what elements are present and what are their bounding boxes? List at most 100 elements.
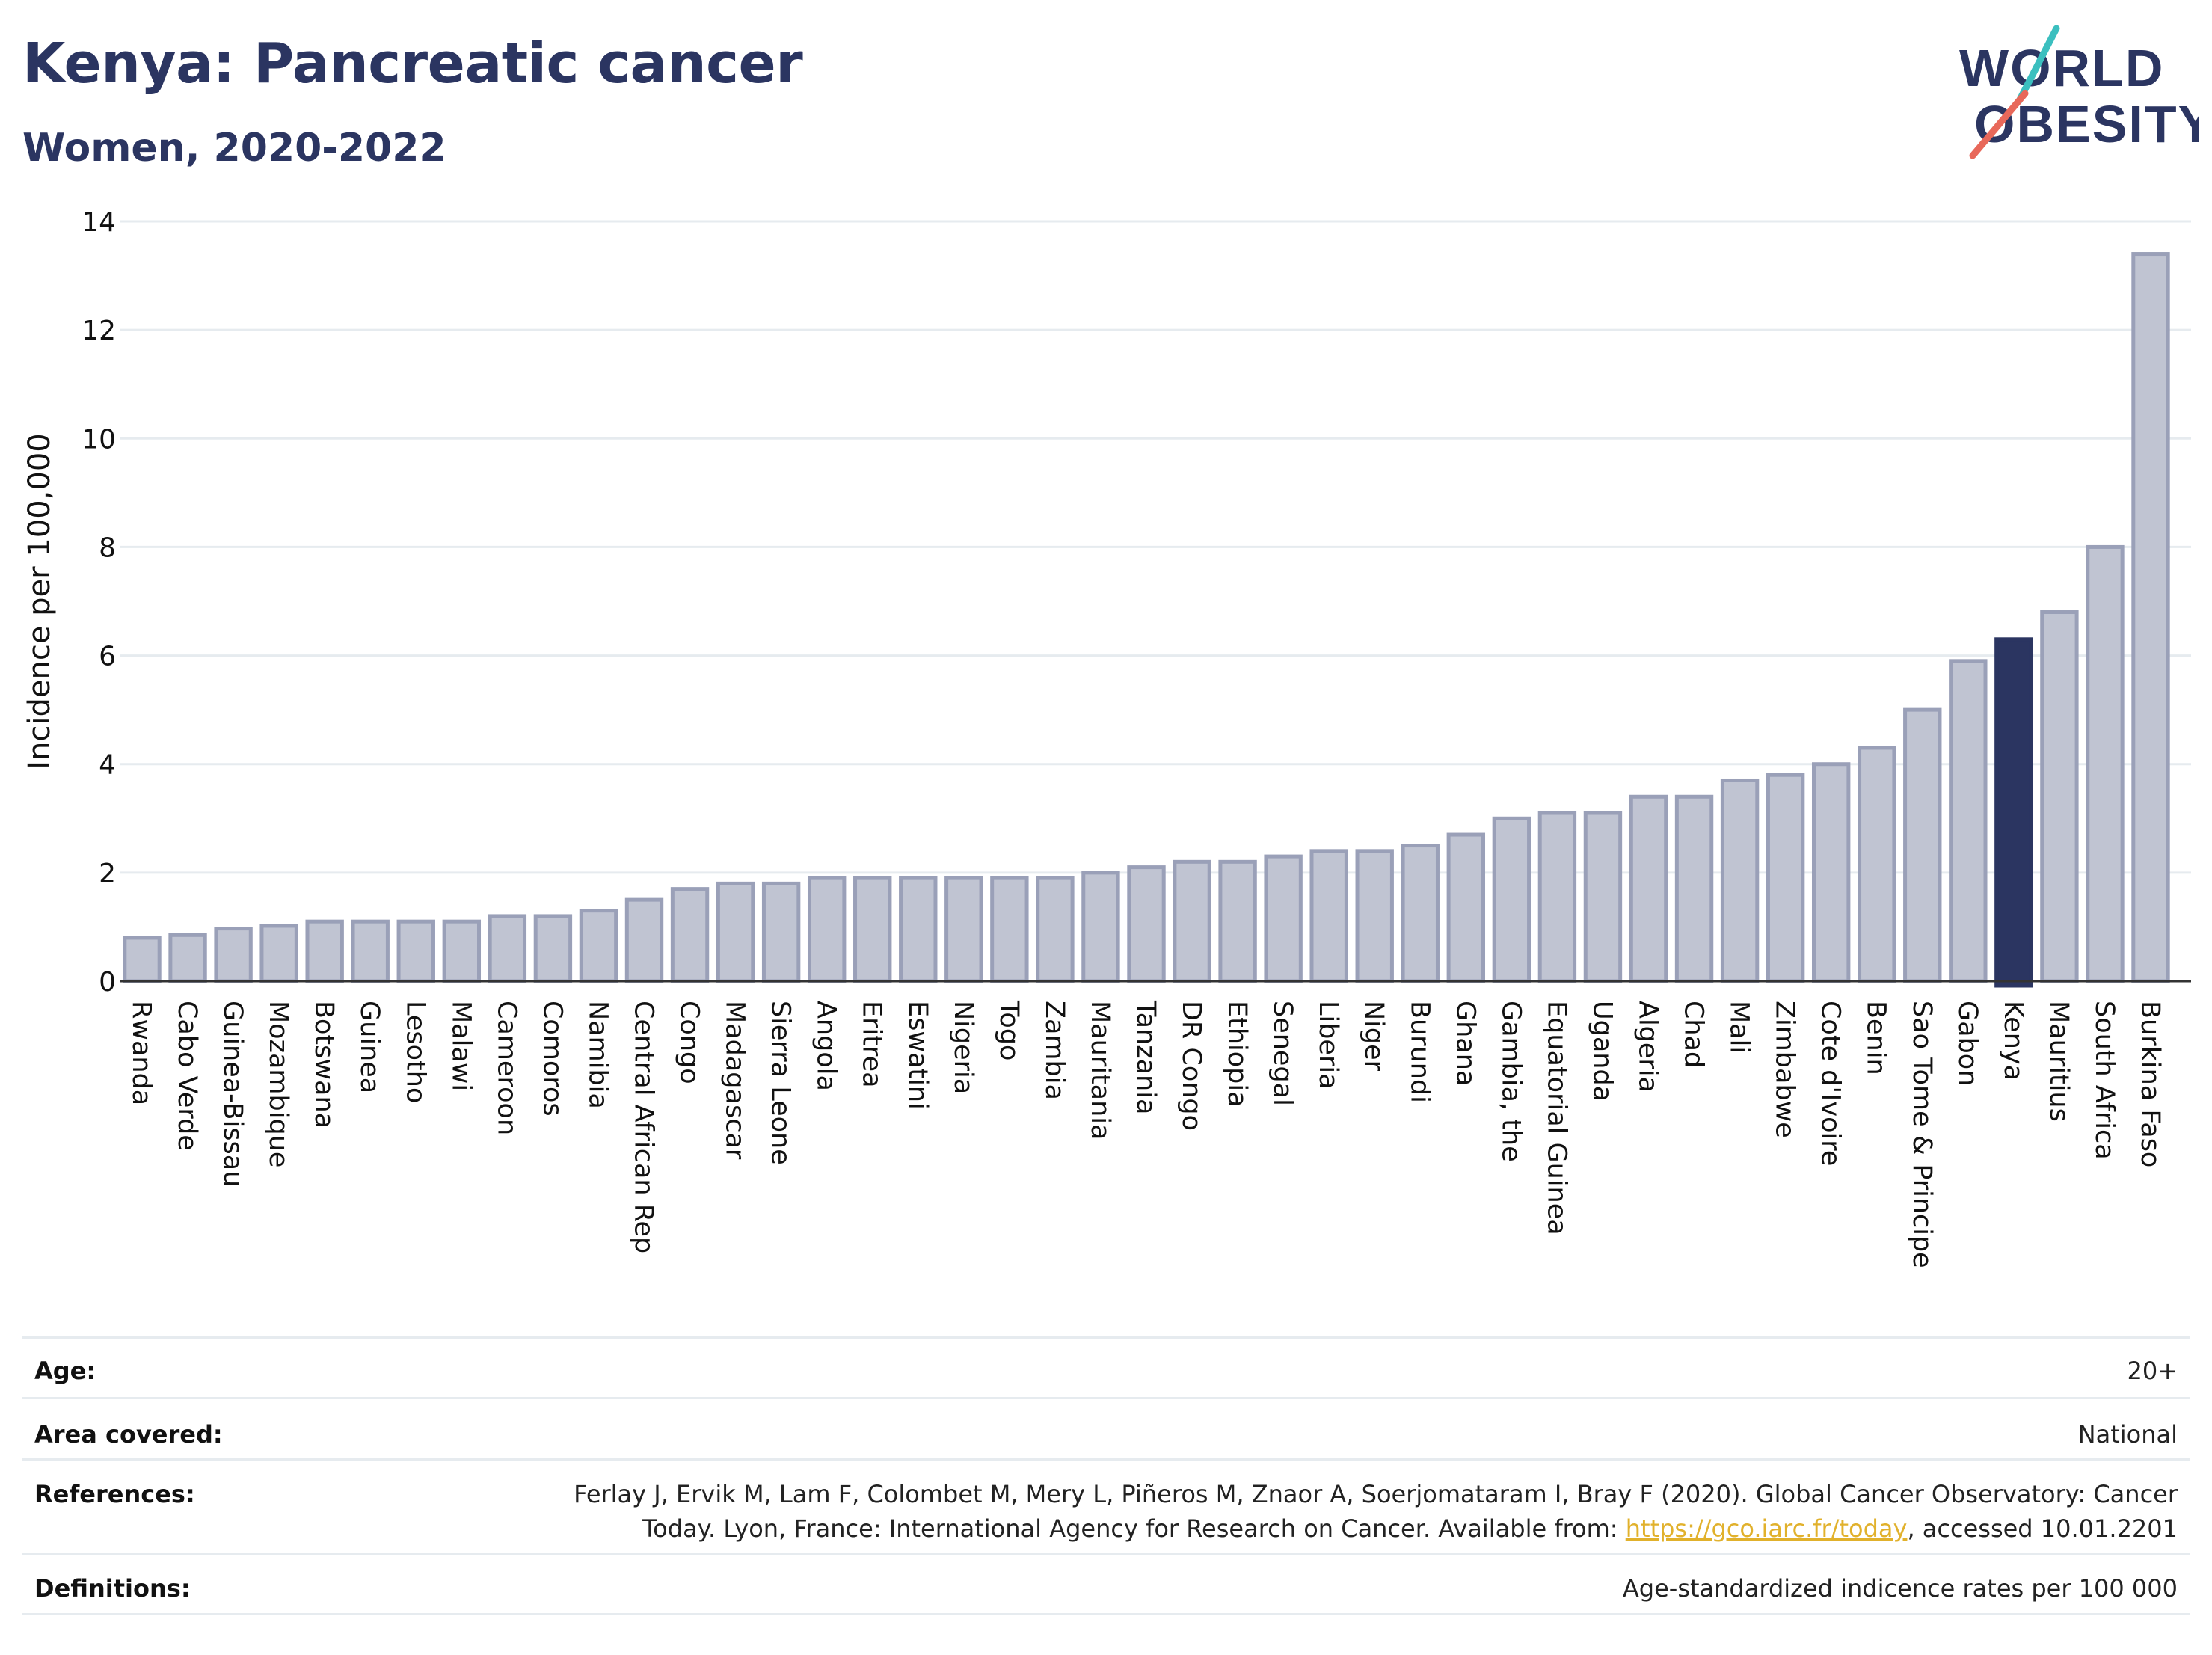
x-tick-label: Zambia <box>1039 1001 1069 1100</box>
definitions-value: Age-standardized indicence rates per 100… <box>1622 1574 2178 1603</box>
x-tick-label: DR Congo <box>1176 1001 1206 1131</box>
x-tick-label: Nigeria <box>948 1001 978 1094</box>
y-tick-label: 2 <box>99 859 116 889</box>
references-line-2-post: , accessed 10.01.2201 <box>1907 1514 2178 1543</box>
references-line-1: Ferlay J, Ervik M, Lam F, Colombet M, Me… <box>574 1480 2178 1508</box>
bar-ghana <box>1446 832 1486 983</box>
bar-tanzania <box>1127 865 1166 983</box>
x-tick-label: Lesotho <box>400 1001 430 1103</box>
bar-senegal <box>1264 854 1303 983</box>
bar-mauritania <box>1081 871 1120 983</box>
y-tick-label: 8 <box>99 532 116 563</box>
x-tick-label: Congo <box>675 1001 704 1084</box>
references-value: Ferlay J, Ervik M, Lam F, Colombet M, Me… <box>574 1477 2178 1546</box>
meta-row-age: Age: 20+ <box>22 1336 2190 1398</box>
bar-zambia <box>1036 876 1075 983</box>
logo-slash-teal <box>2015 25 2060 105</box>
x-tick-label: Mozambique <box>263 1001 293 1167</box>
bar-uganda <box>1583 811 1623 983</box>
bar-burundi <box>1401 844 1440 983</box>
x-tick-label: Eritrea <box>857 1001 887 1088</box>
bar-gambia-the <box>1492 816 1531 983</box>
world-obesity-logo: WORLD OBESITY <box>1959 25 2199 159</box>
x-tick-label: Kenya <box>1998 1001 2028 1081</box>
references-link[interactable]: https://gco.iarc.fr/today <box>1625 1514 1908 1543</box>
x-tick-label: Uganda <box>1587 1001 1617 1102</box>
references-line-2-pre: Today. Lyon, France: International Agenc… <box>642 1514 1626 1543</box>
bar-zimbabwe <box>1766 773 1805 983</box>
bar-benin <box>1858 746 1896 983</box>
references-label: References: <box>34 1480 195 1508</box>
bar-congo <box>670 887 710 983</box>
area-label: Area covered: <box>34 1420 223 1449</box>
bar-chad <box>1674 794 1714 983</box>
x-tick-label: Mauritania <box>1085 1001 1115 1140</box>
bar-eswatini <box>899 876 938 983</box>
bar-kenya <box>1994 637 2033 988</box>
bar-mali <box>1720 778 1760 983</box>
y-tick-label: 10 <box>82 424 116 455</box>
x-tick-label: Malawi <box>446 1001 476 1091</box>
bar-central-african-rep <box>624 897 664 983</box>
x-tick-label: Rwanda <box>126 1001 156 1105</box>
bar-madagascar <box>716 881 755 983</box>
bottom-divider <box>22 1613 2190 1615</box>
x-tick-label: Benin <box>1861 1001 1891 1075</box>
bar-equatorial-guinea <box>1537 811 1577 983</box>
y-axis-ticks: 0 2 4 6 8 10 12 14 <box>82 207 116 998</box>
x-tick-label: Niger <box>1359 1001 1389 1072</box>
bar-burkina-faso <box>2131 252 2170 983</box>
x-tick-label: Guinea-Bissau <box>218 1001 248 1187</box>
x-tick-label: Cote d'Ivoire <box>1816 1001 1846 1166</box>
bar-comoros <box>533 914 573 983</box>
area-value: National <box>2077 1420 2178 1449</box>
meta-row-definitions: Definitions: Age-standardized indicence … <box>22 1553 2190 1615</box>
bar-mauritius <box>2040 610 2079 983</box>
x-tick-label: Namibia <box>583 1001 612 1109</box>
x-tick-label: Botswana <box>309 1001 339 1129</box>
bar-rwanda <box>123 936 162 983</box>
y-tick-label: 6 <box>99 642 116 672</box>
logo-word-world: WORLD <box>1959 39 2164 97</box>
bar-liberia <box>1309 849 1348 983</box>
x-tick-label: Senegal <box>1268 1001 1297 1106</box>
x-tick-label: Algeria <box>1633 1001 1663 1093</box>
x-tick-label: Togo <box>994 1000 1024 1060</box>
bar-guinea-bissau <box>214 927 253 983</box>
y-tick-label: 4 <box>99 750 116 781</box>
y-tick-label: 12 <box>82 316 116 346</box>
x-tick-label: Ethiopia <box>1222 1001 1252 1108</box>
bar-sao-tome-principe <box>1903 707 1942 983</box>
references-line-2: Today. Lyon, France: International Agenc… <box>574 1511 2178 1546</box>
x-tick-label: Zimbabwe <box>1770 1001 1800 1138</box>
bars <box>123 252 2170 988</box>
bar-cameroon <box>488 914 527 983</box>
x-tick-label: Sao Tome & Principe <box>1907 1001 1937 1268</box>
x-tick-label: Comoros <box>537 1001 567 1117</box>
x-tick-label: Liberia <box>1313 1001 1343 1090</box>
x-tick-label: Tanzania <box>1131 1000 1161 1114</box>
logo-slash-coral <box>1969 90 2029 159</box>
bar-sierra-leone <box>761 881 801 983</box>
meta-row-references: References: Ferlay J, Ervik M, Lam F, Co… <box>22 1458 2190 1553</box>
bar-nigeria <box>944 876 983 983</box>
page-subtitle: Women, 2020-2022 <box>22 126 446 171</box>
meta-row-area: Area covered: National <box>22 1397 2190 1459</box>
bar-south-africa <box>2086 544 2125 983</box>
bar-guinea <box>351 919 390 983</box>
bar-chart: 0 2 4 6 8 10 12 14 Rwanda Cabo Verde Guinea-Bissa… <box>22 207 2191 1268</box>
bar-mozambique <box>259 924 298 983</box>
x-tick-label: Angola <box>811 1001 841 1091</box>
y-tick-label: 14 <box>82 207 116 238</box>
bar-dr-congo <box>1173 859 1211 983</box>
bar-niger <box>1355 849 1394 983</box>
x-tick-label: Ghana <box>1450 1001 1480 1086</box>
x-tick-label: Madagascar <box>720 1001 750 1160</box>
x-tick-label: South Africa <box>2089 1001 2119 1160</box>
x-tick-label: Chad <box>1679 1001 1709 1068</box>
x-tick-label: Mali <box>1724 1001 1754 1054</box>
x-tick-label: Burundi <box>1404 1001 1434 1103</box>
x-tick-label: Guinea <box>354 1001 384 1093</box>
x-tick-label: Cabo Verde <box>172 1001 202 1151</box>
x-tick-label: Equatorial Guinea <box>1541 1001 1571 1235</box>
